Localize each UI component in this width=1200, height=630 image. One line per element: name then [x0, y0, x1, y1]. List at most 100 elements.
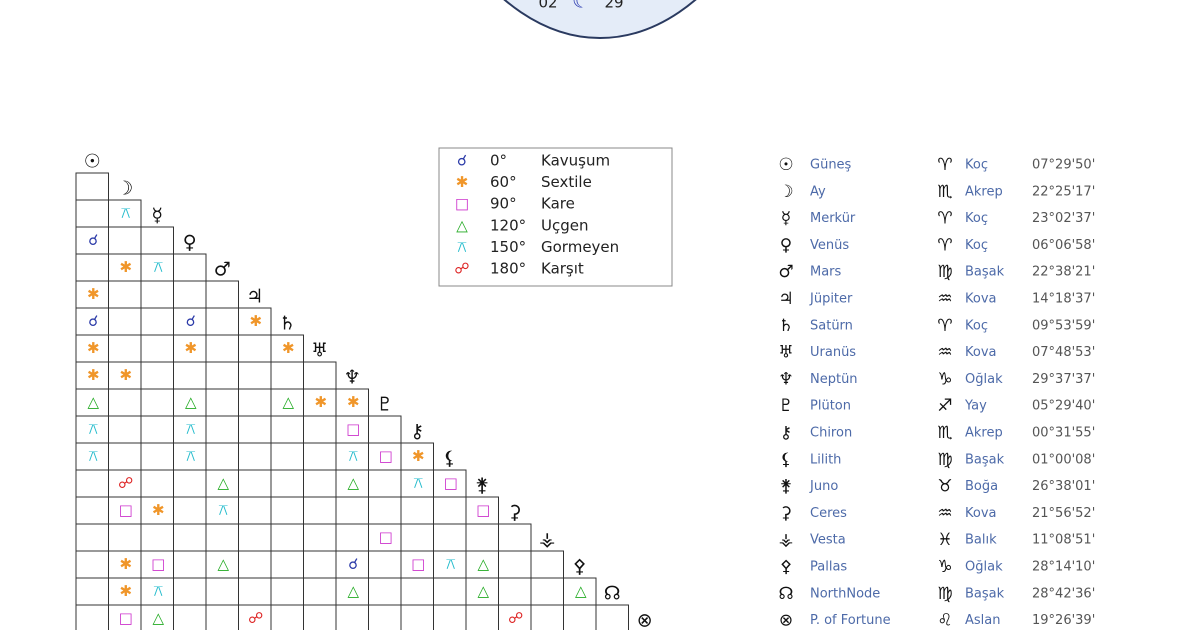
aspect: □ — [151, 555, 165, 573]
legend-name: Kavuşum — [541, 152, 610, 170]
grid-cell — [173, 253, 207, 282]
sign-symbol: ♈ — [937, 209, 952, 229]
planet-name: Merkür — [810, 211, 856, 226]
position: 19°26'39' — [1032, 613, 1095, 628]
grid-cell — [140, 334, 174, 363]
planet-symbol: ♅ — [778, 343, 793, 363]
grid-cell — [238, 442, 272, 471]
grid-planet: ☿ — [151, 205, 163, 227]
grid-cell — [433, 577, 467, 606]
aspect: ☌ — [348, 555, 358, 573]
sign-symbol: ♍ — [937, 584, 952, 604]
grid-cell — [75, 199, 109, 228]
planet-symbol: ♃ — [778, 289, 793, 309]
planet-symbol: ⊗ — [779, 611, 793, 630]
aspect: △ — [217, 474, 229, 492]
aspect: ✱ — [119, 258, 132, 276]
grid-cell — [530, 577, 564, 606]
aspect: △ — [185, 393, 197, 411]
sign-name: Kova — [965, 292, 997, 307]
sign-symbol: ♈ — [937, 155, 952, 175]
position: 26°38'01' — [1032, 479, 1095, 494]
sign-symbol: ♍ — [937, 262, 952, 282]
position: 22°38'21' — [1032, 265, 1095, 280]
grid-cell — [303, 604, 337, 630]
grid-cell — [108, 307, 142, 336]
planet-symbol: ♀ — [780, 235, 792, 255]
position: 09°53'59' — [1032, 318, 1095, 333]
aspect: △ — [217, 555, 229, 573]
planet-symbol: ☽ — [778, 182, 793, 202]
grid-cell — [140, 307, 174, 336]
aspect: □ — [346, 420, 360, 438]
grid-planet: ♀ — [183, 232, 197, 254]
grid-cell — [108, 415, 142, 444]
grid-cell — [498, 523, 532, 552]
sign-name: Koç — [965, 318, 988, 333]
sign-name: Koç — [965, 158, 988, 173]
aspect: △ — [575, 582, 587, 600]
legend-symbol: ✱ — [456, 173, 469, 191]
aspect: ✱ — [119, 555, 132, 573]
grid-planet: ⚷ — [410, 421, 424, 443]
planet-symbol: ⚸ — [780, 450, 792, 470]
grid-cell — [368, 550, 402, 579]
grid-planet: ☊ — [604, 583, 621, 605]
aspect: □ — [476, 501, 490, 519]
grid-cell — [173, 523, 207, 552]
grid-cell — [173, 496, 207, 525]
grid-planet: ♆ — [344, 367, 361, 389]
sign-symbol: ♍ — [937, 450, 952, 470]
planet-name: Vesta — [810, 533, 846, 548]
aspect: □ — [411, 555, 425, 573]
planet-name: Güneş — [810, 158, 852, 173]
planet-symbol: ⚷ — [780, 423, 792, 443]
planet-name: Chiron — [810, 426, 852, 441]
legend-degree: 120° — [490, 216, 526, 234]
position: 21°56'52' — [1032, 506, 1095, 521]
aspect: ⚻ — [446, 555, 456, 573]
legend-name: Kare — [541, 195, 575, 213]
grid-cell — [530, 604, 564, 630]
planet-name: Plüton — [810, 399, 851, 414]
aspect: ☌ — [88, 312, 98, 330]
sign-name: Koç — [965, 238, 988, 253]
grid-cell — [238, 415, 272, 444]
sign-name: Kova — [965, 345, 997, 360]
grid-cell — [75, 253, 109, 282]
sign-symbol: ♐ — [937, 396, 952, 416]
planet-name: Mars — [810, 265, 842, 280]
planet-symbol: ☊ — [778, 584, 793, 604]
planet-symbol: ☉ — [778, 155, 793, 175]
grid-cell — [238, 361, 272, 390]
grid-cell — [140, 280, 174, 309]
sign-name: Yay — [964, 399, 987, 414]
aspect: ⚻ — [348, 447, 358, 465]
grid-cell — [400, 604, 434, 630]
grid-planet: ⚶ — [539, 529, 555, 551]
sign-name: Başak — [965, 586, 1005, 601]
aspect: ⚻ — [88, 420, 98, 438]
legend-degree: 60° — [490, 173, 517, 191]
planet-name: Jüpiter — [809, 292, 853, 307]
grid-cell — [270, 415, 304, 444]
wheel-label: 02 — [538, 0, 557, 12]
grid-cell — [75, 577, 109, 606]
aspect: △ — [152, 609, 164, 627]
legend-symbol: ⚻ — [457, 238, 467, 256]
aspect: □ — [379, 447, 393, 465]
grid-planet: ♅ — [311, 340, 328, 362]
planet-name: P. of Fortune — [810, 613, 891, 628]
grid-cell — [238, 523, 272, 552]
grid-planet: ☉ — [84, 151, 101, 173]
grid-cell — [238, 577, 272, 606]
legend-degree: 90° — [490, 195, 517, 213]
grid-cell — [140, 415, 174, 444]
grid-cell — [205, 280, 239, 309]
aspect: ✱ — [249, 312, 262, 330]
grid-cell — [270, 361, 304, 390]
position: 23°02'37' — [1032, 211, 1095, 226]
grid-cell — [173, 550, 207, 579]
legend-name: Uçgen — [541, 216, 588, 234]
sign-symbol: ♑ — [937, 369, 952, 389]
